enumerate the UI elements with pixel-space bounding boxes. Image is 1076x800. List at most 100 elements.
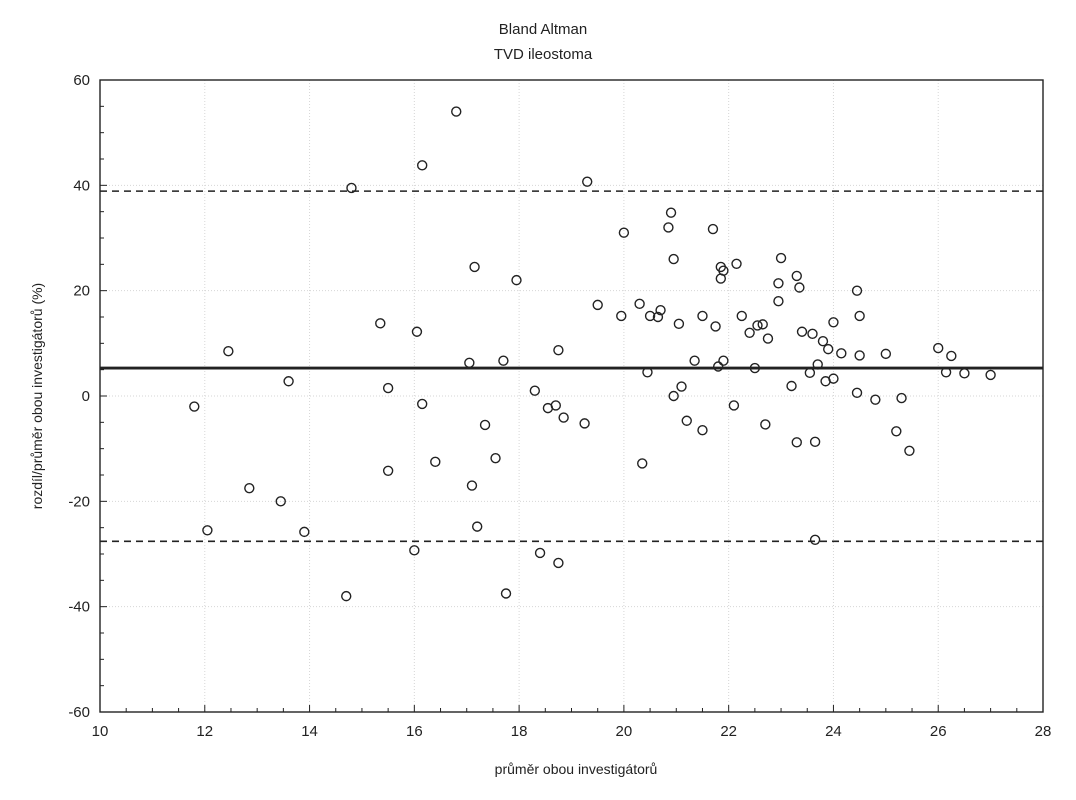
data-point: [707, 223, 719, 235]
data-point: [553, 344, 564, 356]
data-point: [896, 392, 907, 404]
data-point: [946, 350, 957, 362]
data-point: [616, 310, 627, 322]
data-point: [809, 436, 821, 448]
data-point: [710, 321, 721, 332]
data-point: [791, 437, 802, 448]
data-point: [341, 590, 352, 602]
data-point: [752, 320, 763, 331]
data-point: [828, 373, 839, 384]
data-point: [346, 182, 357, 194]
data-point: [498, 355, 509, 366]
data-point: [718, 265, 729, 276]
x-tick-label: 26: [930, 723, 947, 740]
reference-lines: [100, 190, 1043, 543]
x-tick-label: 12: [196, 723, 213, 740]
data-point: [804, 367, 816, 379]
data-point: [697, 310, 708, 322]
data-point: [728, 400, 740, 411]
data-point: [652, 311, 664, 323]
data-point: [817, 336, 829, 347]
data-point: [681, 415, 692, 426]
data-point: [464, 357, 475, 369]
data-point: [592, 299, 603, 311]
y-tick-label: 20: [73, 283, 90, 300]
data-point: [579, 418, 590, 429]
data-point: [534, 547, 546, 559]
grid: [99, 79, 1044, 713]
data-point: [451, 106, 462, 117]
data-point: [697, 425, 708, 436]
data-point: [511, 274, 522, 286]
data-point: [828, 317, 839, 328]
x-tick-label: 24: [825, 723, 842, 740]
data-point: [637, 458, 648, 469]
data-point: [794, 282, 805, 293]
data-point: [796, 326, 808, 337]
data-point: [891, 426, 902, 437]
data-point: [582, 176, 593, 187]
data-point: [786, 380, 797, 392]
y-axis-label: rozdíl/průměr obou investigátorů (%): [29, 283, 45, 509]
data-point: [275, 496, 286, 507]
data-point: [665, 207, 677, 218]
axes: 10 12 14 16 18 20 22 24 26 28 60 40 20 0 -20 -40 -60: [68, 72, 1051, 740]
data-point: [940, 367, 952, 378]
data-point: [959, 368, 970, 379]
data-point: [712, 361, 724, 372]
y-tick-label: 0: [82, 388, 90, 405]
data-point: [466, 480, 478, 491]
data-point: [851, 387, 863, 399]
y-tick-label: 40: [73, 177, 90, 194]
data-point: [773, 278, 784, 289]
data-point: [283, 376, 294, 387]
data-point: [668, 253, 679, 265]
data-point: [668, 390, 679, 402]
data-point: [416, 160, 428, 171]
y-tick-label: -60: [68, 704, 90, 721]
data-point: [673, 318, 685, 330]
data-point: [731, 258, 742, 270]
data-point: [791, 270, 802, 282]
data-point: [773, 296, 784, 307]
data-point: [854, 350, 865, 361]
data-point: [663, 222, 674, 233]
data-point: [676, 381, 687, 392]
data-point: [854, 310, 865, 322]
x-axis-label: průměr obou investigátorů: [495, 761, 658, 777]
data-point: [985, 369, 996, 381]
data-point: [472, 521, 483, 532]
data-point: [904, 445, 915, 456]
chart-subtitle: TVD ileostoma: [494, 46, 593, 63]
data-point: [490, 452, 501, 464]
data-point: [744, 327, 755, 338]
data-point: [469, 261, 480, 273]
data-point: [933, 342, 944, 354]
data-point: [807, 328, 818, 340]
y-tick-label: 60: [73, 72, 90, 89]
data-point: [409, 545, 420, 556]
x-tick-label: 22: [720, 723, 737, 740]
data-point: [382, 382, 394, 394]
data-point: [760, 419, 771, 430]
data-point: [634, 298, 645, 310]
chart-title: Bland Altman: [499, 21, 587, 38]
x-tick-label: 16: [406, 723, 423, 740]
data-points: [189, 106, 996, 602]
data-point: [382, 465, 394, 476]
x-tick-label: 10: [92, 723, 109, 740]
y-tick-label: -40: [68, 599, 90, 616]
data-point: [411, 326, 423, 337]
data-point: [558, 412, 569, 423]
data-point: [189, 401, 200, 412]
data-point: [479, 419, 491, 431]
data-point: [762, 333, 774, 344]
data-point: [223, 346, 234, 357]
y-tick-label: -20: [68, 493, 90, 510]
data-point: [244, 482, 255, 494]
data-point: [718, 355, 729, 366]
data-point: [430, 456, 441, 468]
data-point: [809, 534, 821, 545]
